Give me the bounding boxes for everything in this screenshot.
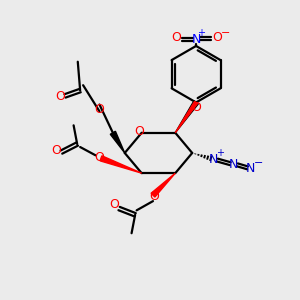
Text: O: O (171, 32, 181, 44)
Text: O: O (149, 190, 159, 203)
Polygon shape (151, 173, 175, 197)
Text: O: O (56, 90, 65, 103)
Text: O: O (110, 198, 119, 211)
Text: +: + (216, 148, 224, 158)
Text: N: N (229, 158, 239, 171)
Text: −: − (254, 158, 263, 168)
Text: N: N (209, 153, 219, 166)
Text: N: N (191, 33, 201, 46)
Text: O: O (212, 32, 222, 44)
Text: O: O (191, 101, 201, 114)
Text: O: O (94, 103, 104, 116)
Text: +: + (197, 28, 206, 38)
Polygon shape (175, 101, 198, 133)
Polygon shape (100, 156, 142, 173)
Text: N: N (246, 162, 255, 175)
Text: −: − (221, 28, 230, 38)
Text: O: O (134, 125, 144, 138)
Polygon shape (175, 101, 197, 133)
Polygon shape (110, 131, 125, 153)
Text: O: O (94, 151, 104, 164)
Text: O: O (52, 144, 61, 157)
